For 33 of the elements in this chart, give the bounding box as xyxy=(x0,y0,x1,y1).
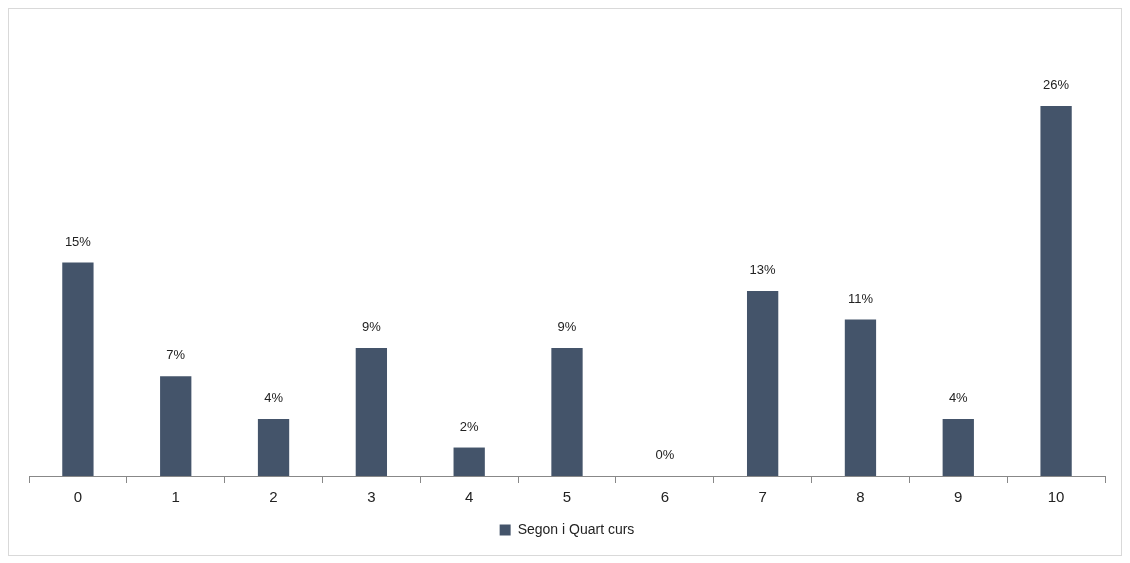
x-tick-label: 6 xyxy=(660,488,669,506)
bar xyxy=(844,319,877,476)
data-label: 13% xyxy=(749,262,777,278)
x-tick-label: 2 xyxy=(269,488,278,506)
bar xyxy=(1040,105,1072,476)
legend-label: Segon i Quart curs xyxy=(517,520,635,537)
x-tick-label: 10 xyxy=(1047,488,1065,506)
data-label: 9% xyxy=(361,318,382,334)
bar xyxy=(453,447,485,476)
data-label: 0% xyxy=(655,447,675,463)
x-tick-label: 9 xyxy=(954,488,963,506)
bar xyxy=(257,419,290,476)
x-tick-label: 8 xyxy=(856,488,865,506)
bar xyxy=(62,262,94,476)
data-label: 11% xyxy=(847,290,874,306)
x-tick-label: 1 xyxy=(171,488,180,506)
bar xyxy=(942,419,974,476)
bar xyxy=(551,347,583,476)
data-label: 4% xyxy=(264,390,284,406)
bar xyxy=(160,376,192,476)
bar xyxy=(746,290,779,476)
data-label: 9% xyxy=(557,318,577,334)
data-label: 4% xyxy=(948,390,969,406)
data-label: 15% xyxy=(64,233,92,249)
x-tick-label: 3 xyxy=(367,488,376,506)
data-label: 2% xyxy=(459,418,480,434)
x-tick-label: 7 xyxy=(758,488,767,506)
x-tick-label: 5 xyxy=(562,488,572,506)
x-tick-label: 4 xyxy=(465,488,474,506)
data-label: 26% xyxy=(1043,77,1070,93)
data-label: 7% xyxy=(166,347,186,363)
x-tick-label: 0 xyxy=(73,488,83,506)
bar xyxy=(355,347,388,476)
